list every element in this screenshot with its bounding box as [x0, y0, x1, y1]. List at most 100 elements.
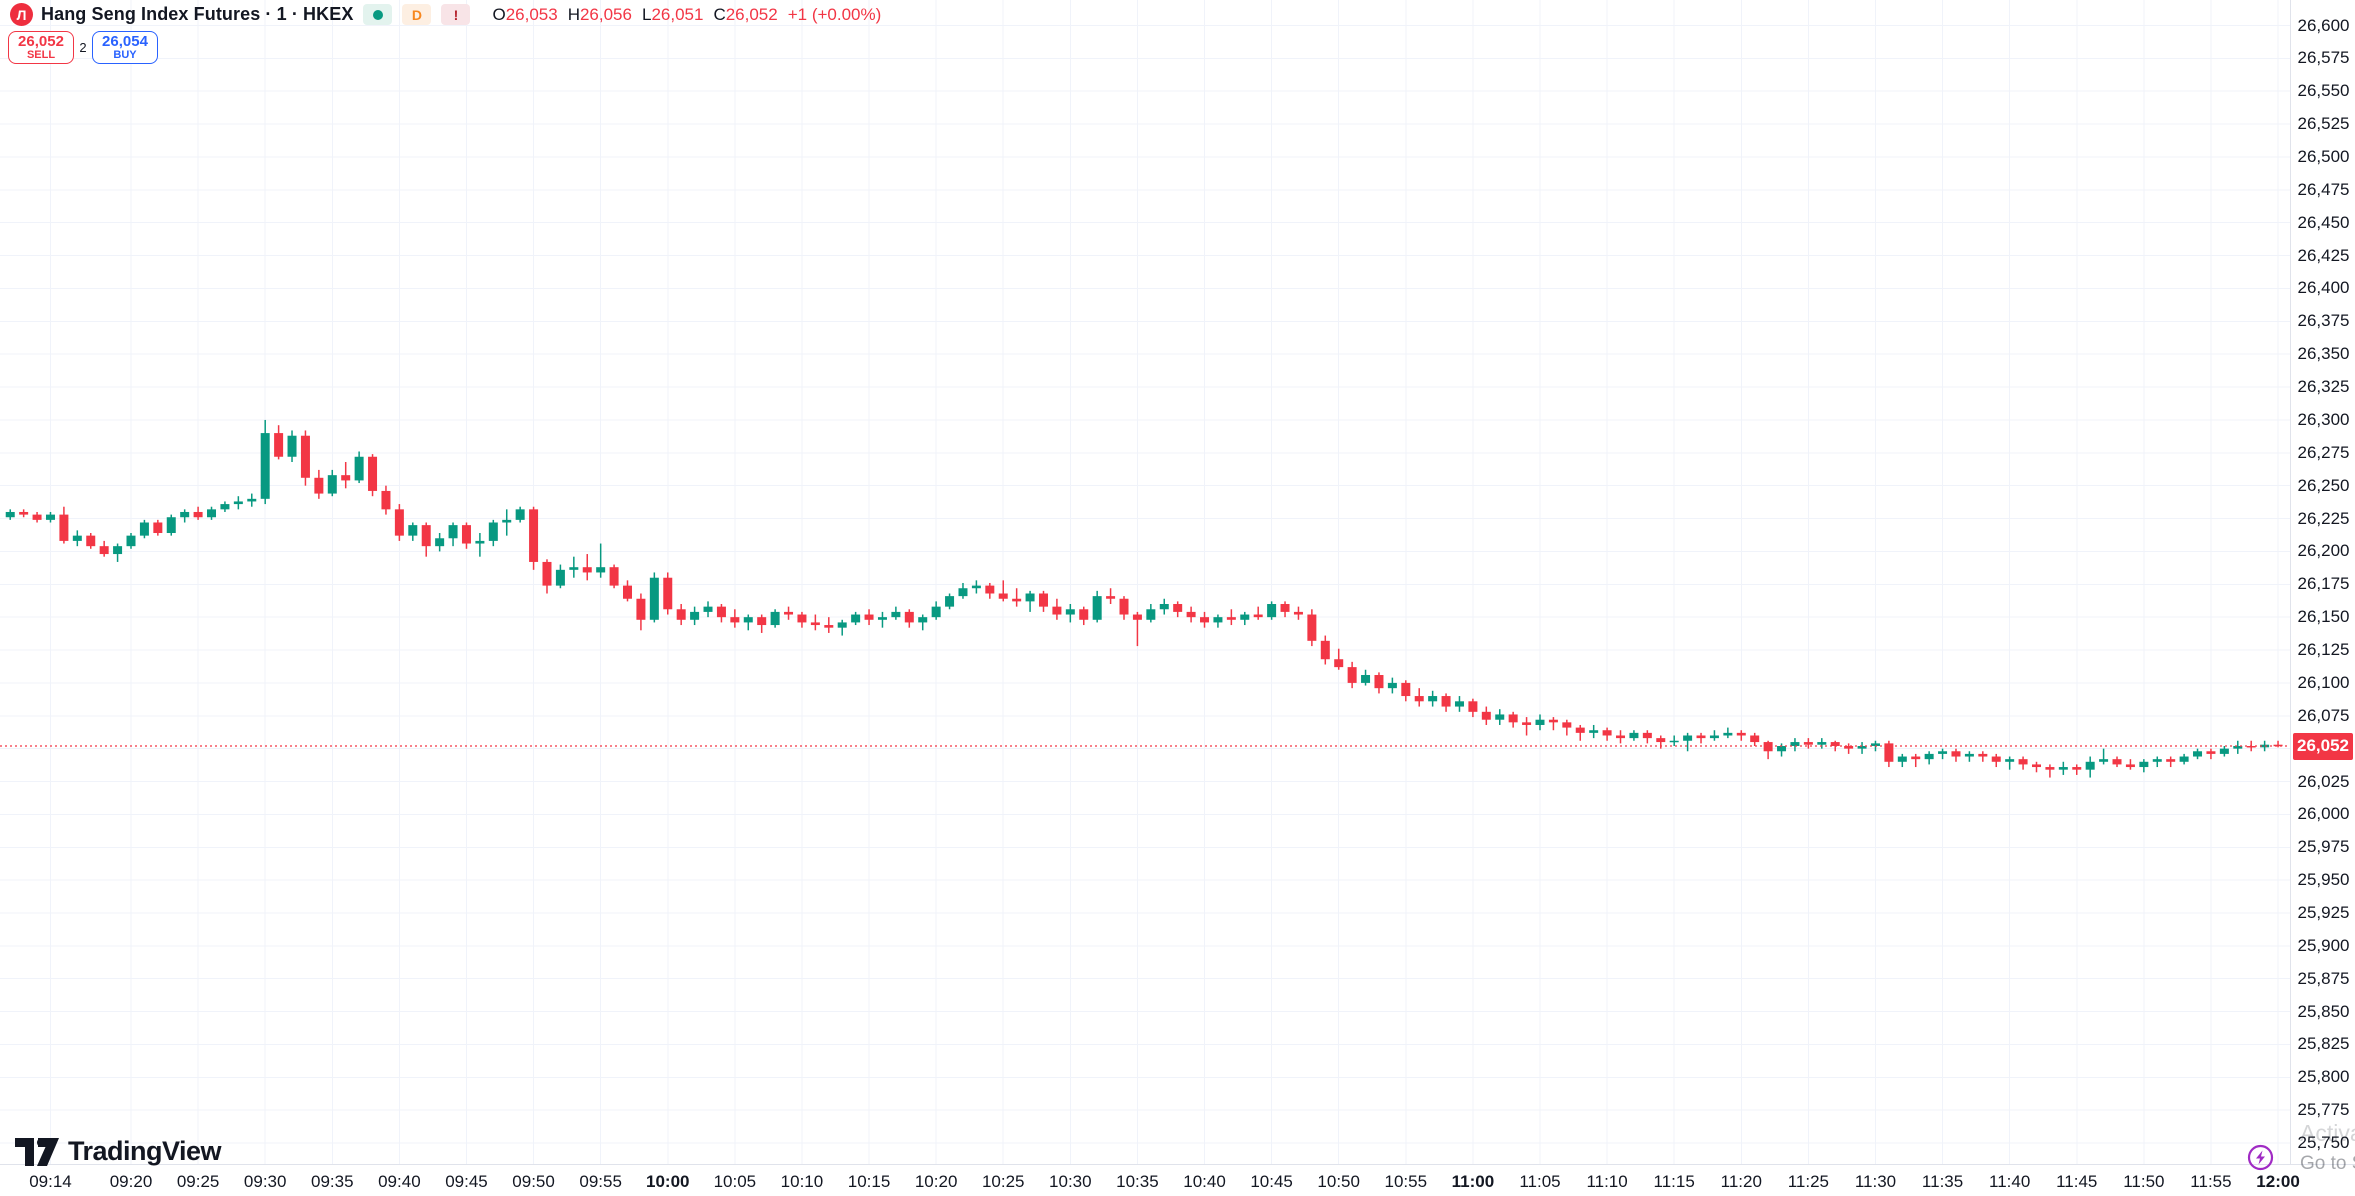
time-axis[interactable]: 09:14 09:20 09:25 09:30 09:35 09:40 09:45 09:50…: [0, 1164, 2355, 1196]
candle-body: [1079, 609, 1089, 620]
candle-body: [1669, 740, 1679, 743]
candle-body: [958, 588, 968, 597]
time-axis-label: 10:30: [1049, 1172, 1092, 1191]
candle-body: [2206, 751, 2216, 754]
candle-body: [1803, 742, 1813, 745]
candle-body: [1052, 606, 1062, 615]
tradingview-logo-text: TradingView: [68, 1136, 222, 1166]
time-axis-label: 10:45: [1250, 1172, 1293, 1191]
time-axis-label: 09:35: [311, 1172, 354, 1191]
candle-body: [1763, 742, 1773, 752]
delayed-data-badge[interactable]: D: [402, 4, 432, 25]
buy-button[interactable]: 26,054 BUY: [92, 31, 158, 64]
candle-body: [663, 577, 673, 610]
candle-body: [1240, 614, 1250, 620]
candle-body: [1924, 753, 1934, 760]
time-axis-label: 12:00: [2256, 1172, 2300, 1191]
candle-body: [153, 522, 163, 534]
time-axis-label: 10:25: [981, 1172, 1025, 1191]
current-price-badge: 26,052: [2293, 732, 2353, 760]
candle-body: [1159, 604, 1169, 610]
time-axis-label: 09:20: [109, 1172, 153, 1191]
candle-body: [945, 596, 955, 607]
price-axis-label: 25,900: [2297, 935, 2350, 955]
candle-body: [1401, 682, 1411, 697]
candle-body: [1857, 746, 1867, 749]
candle-body: [1092, 596, 1102, 620]
time-axis-label: 11:55: [2190, 1172, 2232, 1191]
data-alert-badge[interactable]: !: [441, 4, 471, 25]
candle-body: [1334, 659, 1344, 668]
hang-seng-logo-icon[interactable]: Л: [10, 3, 33, 26]
price-axis-label: 26,475: [2297, 179, 2350, 199]
time-axis-label: 10:55: [1384, 1172, 1428, 1191]
price-axis-label: 26,175: [2297, 574, 2350, 594]
candle-body: [1119, 598, 1129, 615]
candle-body: [1911, 756, 1921, 760]
time-axis-label: 09:25: [176, 1172, 220, 1191]
candle-body: [730, 617, 740, 623]
market-status-icon[interactable]: [363, 4, 393, 25]
candle-body: [1038, 593, 1048, 607]
candle-body: [314, 477, 324, 494]
price-axis[interactable]: 26,052 26,600 26,575 26,550 26,525 26,500 26,…: [2290, 0, 2355, 1164]
candle-body: [2273, 744, 2283, 747]
candle-body: [690, 611, 700, 620]
symbol-title[interactable]: Hang Seng Index Futures · 1 · HKEX: [41, 4, 354, 24]
candle-body: [2112, 759, 2122, 765]
candle-body: [1750, 735, 1760, 743]
price-axis-label: 26,200: [2297, 541, 2350, 561]
time-axis-label: 10:50: [1317, 1172, 1360, 1191]
candle-body: [1656, 738, 1666, 743]
candle-body: [1495, 714, 1505, 720]
candle-body: [1320, 640, 1330, 660]
candle-body: [59, 514, 69, 541]
candle-body: [2233, 746, 2243, 749]
candle-body: [1535, 719, 1545, 725]
time-axis-label: 09:45: [445, 1172, 488, 1191]
candle-body: [260, 433, 270, 499]
price-axis-label: 26,300: [2297, 409, 2350, 429]
candle-body: [609, 567, 619, 586]
price-axis-label: 26,575: [2297, 48, 2350, 68]
candle-body: [502, 519, 512, 523]
time-axis-label: 11:00: [1451, 1172, 1495, 1191]
candle-body: [394, 509, 404, 536]
candle-body: [998, 593, 1008, 599]
price-axis-label: 25,800: [2297, 1067, 2350, 1087]
candle-body: [5, 511, 15, 518]
time-axis-label: 11:35: [1921, 1172, 1964, 1191]
boost-lightning-icon[interactable]: [2247, 1144, 2274, 1176]
candle-body: [2018, 759, 2028, 765]
candle-body: [1522, 722, 1532, 725]
time-axis-label: 11:05: [1519, 1172, 1561, 1191]
candle-body: [1830, 742, 1840, 747]
time-axis-label: 11:45: [2056, 1172, 2098, 1191]
time-axis-label: 09:50: [512, 1172, 555, 1191]
candle-body: [971, 585, 981, 589]
time-axis-label: 11:30: [1854, 1172, 1897, 1191]
candle-body: [166, 517, 176, 534]
buy-price: 26,054: [102, 32, 148, 50]
candle-body: [837, 622, 847, 628]
price-axis-label: 26,425: [2297, 245, 2350, 265]
price-axis-label: 26,400: [2297, 278, 2350, 298]
candle-body: [247, 498, 257, 502]
candle-body: [1790, 742, 1800, 747]
candle-body: [99, 546, 109, 555]
candle-body: [45, 514, 55, 520]
candle-body: [1777, 746, 1787, 752]
candle-body: [475, 540, 485, 544]
candle-body: [1696, 735, 1706, 739]
candle-body: [1441, 696, 1451, 707]
candle-body: [2152, 759, 2162, 762]
sell-button[interactable]: 26,052 SELL: [8, 31, 74, 64]
candlestick-chart-area[interactable]: [0, 0, 2290, 1164]
tradingview-logo[interactable]: TradingView: [14, 1136, 222, 1167]
spread-value: 2: [79, 40, 87, 55]
candle-body: [381, 490, 391, 510]
candle-body: [126, 535, 136, 547]
candle-body: [461, 525, 471, 544]
candle-body: [220, 504, 230, 510]
